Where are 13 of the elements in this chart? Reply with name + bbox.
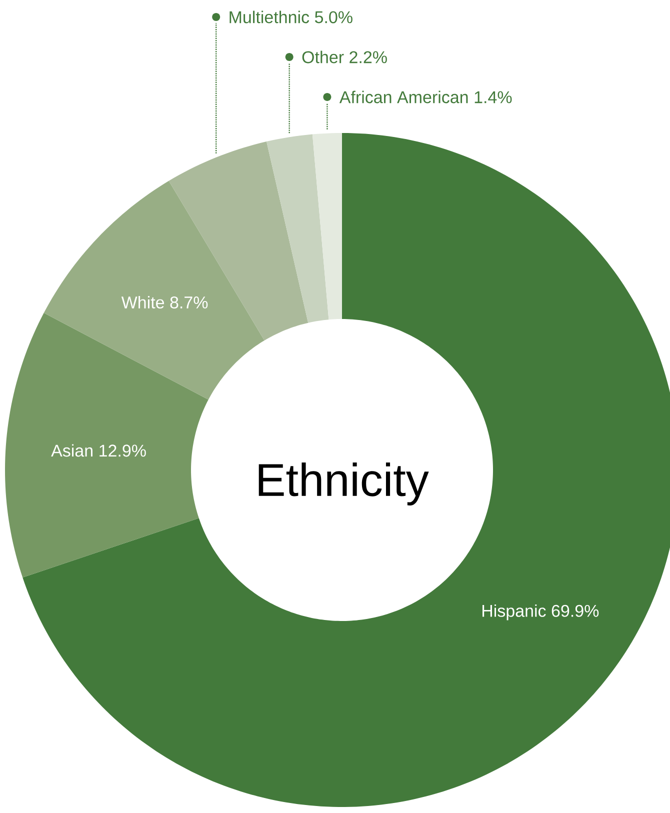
slice-label: White (121, 296, 164, 309)
data-label: 12.9% (100, 444, 146, 457)
data-label: 1.4% (474, 91, 512, 104)
slice-label: Hispanic (482, 604, 546, 620)
text: Ethnicity (258, 462, 429, 506)
slice-label: Multiethnic (230, 10, 310, 24)
data-label: 5.0% (314, 11, 352, 24)
slice-label: Asian (51, 444, 92, 457)
data-label: 69.9% (552, 604, 599, 617)
data-label: 2.2% (350, 51, 387, 64)
data-label: 8.7% (170, 296, 208, 309)
slice-label: African American (339, 90, 468, 104)
slice-label: Other (302, 50, 344, 64)
